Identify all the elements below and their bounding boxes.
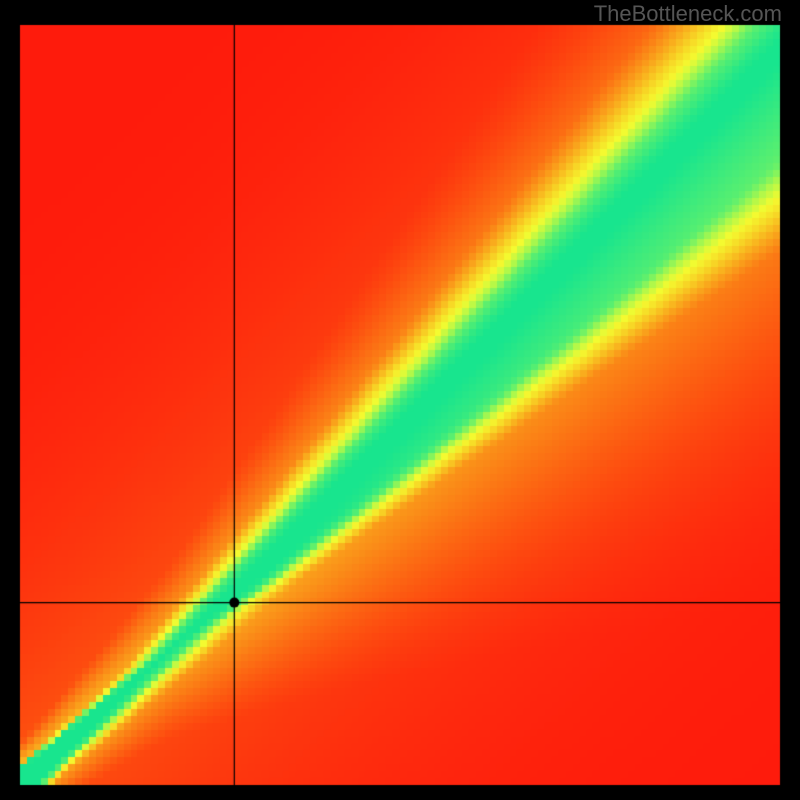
heatmap-canvas — [0, 0, 800, 800]
watermark-text: TheBottleneck.com — [594, 1, 782, 27]
chart-container: TheBottleneck.com — [0, 0, 800, 800]
